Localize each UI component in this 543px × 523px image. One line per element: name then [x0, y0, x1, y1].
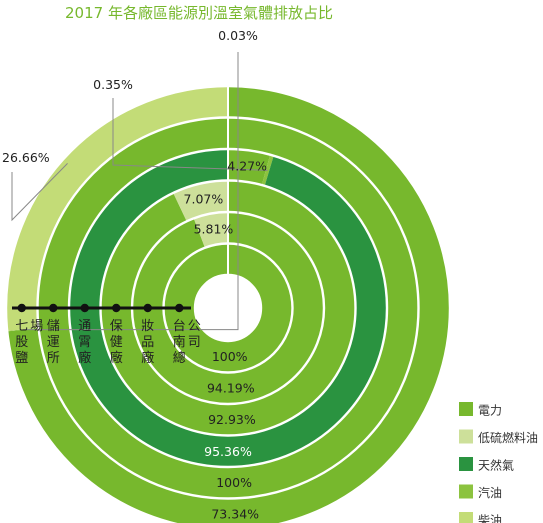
axis-dot [49, 303, 58, 313]
site-label: 所 [47, 351, 60, 366]
axis-dot [175, 303, 184, 313]
axis-dot [80, 303, 89, 313]
legend-label: 柴油 [478, 514, 502, 523]
percentage-label: 4.27% [227, 159, 267, 174]
axis-dot [143, 303, 152, 313]
legend-swatch [459, 457, 473, 471]
callout-leader [22, 52, 239, 331]
legend-label: 電力 [478, 404, 502, 418]
site-label: 儲 [47, 319, 60, 334]
percentage-label: 100% [216, 475, 252, 490]
callout-label: 26.66% [2, 150, 50, 165]
legend-swatch [459, 484, 473, 499]
ring-segment [193, 212, 228, 248]
callout-leader [112, 98, 268, 171]
site-label: 廠 [141, 350, 154, 366]
site-label: 南 [173, 334, 186, 350]
percentage-label: 5.81% [194, 222, 234, 237]
site-label: 鹽 [15, 351, 28, 366]
ring-segment [261, 154, 274, 186]
site-label: 場 [30, 319, 43, 334]
site-label: 七 [15, 319, 28, 334]
site-label: 品 [141, 335, 154, 350]
percentage-label: 7.07% [184, 191, 224, 206]
axis-dot [112, 303, 121, 313]
legend-label: 汽油 [478, 485, 502, 500]
site-label: 公 [188, 319, 201, 334]
legend-swatch [459, 429, 473, 444]
ring-segment [173, 180, 228, 222]
legend-label: 天然氣 [478, 458, 514, 473]
legend-swatch [459, 512, 473, 523]
ring-segment [228, 149, 271, 186]
callout-label: 0.35% [93, 77, 133, 92]
percentage-label: 73.34% [211, 507, 259, 522]
site-label: 廠 [78, 350, 91, 366]
site-label: 司 [188, 335, 201, 350]
site-label: 霄 [78, 335, 91, 350]
ring-segment [7, 327, 39, 332]
percentage-label: 95.36% [204, 444, 252, 459]
site-label: 總 [173, 350, 186, 366]
site-label: 健 [110, 335, 123, 350]
callout-label: 0.03% [218, 28, 258, 43]
chart-title: 2017 年各廠區能源別溫室氣體排放占比 [65, 4, 333, 22]
axis-dot [17, 303, 26, 313]
site-label: 廠 [110, 350, 123, 366]
callout-leader [11, 163, 68, 222]
site-label: 運 [47, 335, 60, 350]
site-label: 股 [15, 335, 28, 350]
site-label: 台 [173, 319, 186, 334]
ring-segment [131, 212, 324, 405]
percentage-label: 92.93% [208, 412, 256, 427]
percentage-label: 100% [212, 349, 248, 364]
callout-leader-lines: 0.03% 0.35% 26.66% [2, 28, 268, 331]
percentage-labels: 100% 94.19% 5.81% 92.93% 7.07% 4.27% 95.36% 100… [184, 159, 268, 522]
site-label: 通 [78, 319, 91, 334]
site-label: 保 [110, 319, 123, 334]
legend-label: 低硫燃料油 [478, 430, 538, 445]
site-label: 妝 [141, 319, 154, 334]
percentage-label: 94.19% [207, 381, 255, 396]
legend-swatch [459, 402, 473, 416]
ring-separator [193, 273, 263, 343]
